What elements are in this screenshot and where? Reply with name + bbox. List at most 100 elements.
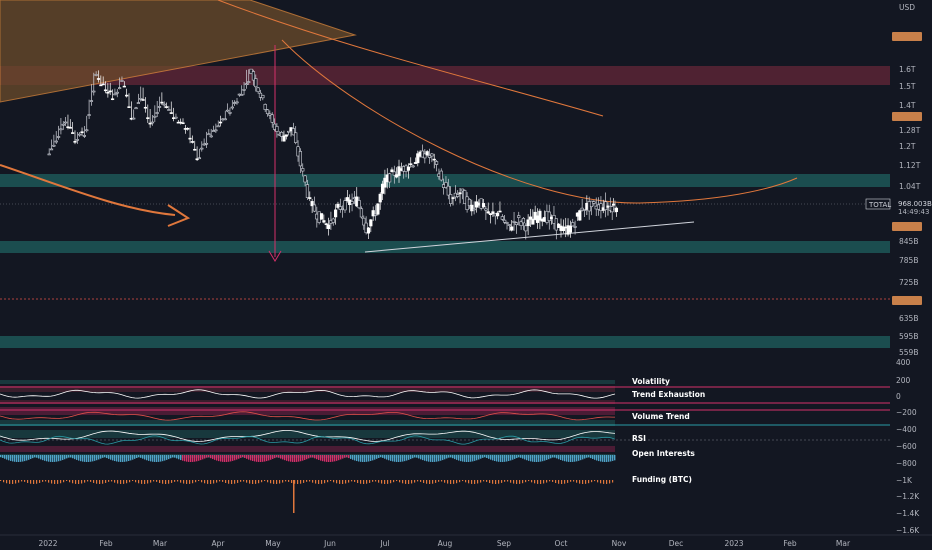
candle-body: [251, 71, 256, 81]
candle-body: [108, 90, 112, 93]
funding-bar: [324, 480, 326, 484]
candle-body: [481, 203, 486, 208]
open-interest-bar: [24, 455, 26, 462]
funding-bar: [162, 480, 164, 484]
candle-body: [380, 183, 385, 194]
open-interest-bar: [442, 455, 444, 461]
funding-bar: [366, 480, 368, 484]
funding-bar: [378, 480, 380, 483]
candle-body: [256, 87, 260, 93]
funding-bar: [15, 480, 17, 484]
candle-body: [610, 206, 614, 213]
funding-bar: [147, 480, 149, 484]
funding-bar: [126, 480, 128, 484]
open-interest-bar: [428, 455, 430, 462]
open-interest-bar: [232, 455, 234, 461]
open-interest-bar: [30, 455, 32, 460]
funding-bar: [3, 480, 5, 483]
funding-bar: [309, 480, 311, 482]
price-marker-1: [892, 112, 922, 121]
open-interest-bar: [496, 455, 498, 462]
price-tick-label: 1.4T: [899, 101, 916, 110]
candle-body: [498, 210, 502, 213]
open-interest-bar: [48, 455, 50, 462]
candle-body: [524, 225, 528, 232]
open-interest-bar: [364, 455, 366, 462]
funding-bar: [564, 480, 566, 484]
funding-bar: [57, 480, 59, 484]
open-interest-bar: [246, 455, 248, 459]
candle-body: [359, 208, 364, 218]
open-interest-bar: [162, 455, 164, 462]
funding-bar: [411, 480, 413, 484]
candle-body: [235, 101, 239, 104]
time-tick-label: Aug: [438, 539, 453, 548]
candle-body: [59, 128, 63, 131]
funding-bar: [252, 480, 254, 484]
open-interest-bar: [516, 455, 518, 459]
open-interest-bar: [122, 455, 124, 462]
funding-bar: [300, 480, 302, 484]
indicator-band-0: [0, 380, 615, 384]
open-interest-bar: [372, 455, 374, 461]
funding-bar: [561, 480, 563, 484]
candle-body: [331, 218, 335, 223]
open-interest-bar: [164, 455, 166, 461]
candle-body: [392, 171, 396, 176]
funding-bar: [480, 480, 482, 483]
funding-spike: [293, 480, 295, 513]
funding-bar: [132, 480, 134, 482]
funding-bar: [258, 480, 260, 484]
indicator-tick-label: −800: [896, 459, 917, 468]
open-interest-bar: [294, 455, 296, 462]
candle-body: [538, 210, 542, 221]
time-tick-label: Dec: [669, 539, 684, 548]
funding-bar: [501, 480, 503, 483]
funding-bar: [543, 480, 545, 484]
funding-bar: [174, 480, 176, 482]
candle-body: [240, 94, 244, 96]
open-interest-bar: [72, 455, 74, 459]
open-interest-bar: [14, 455, 16, 462]
open-interest-bar: [416, 455, 418, 458]
candle-body: [322, 220, 326, 223]
funding-bar: [159, 480, 161, 483]
candle-body: [319, 213, 324, 220]
open-interest-bar: [398, 455, 400, 462]
curved-arrow-head: [167, 204, 191, 227]
open-interest-bar: [142, 455, 144, 459]
candle-body: [110, 98, 115, 101]
open-interest-bar: [574, 455, 576, 462]
candle-body: [54, 140, 58, 143]
funding-bar: [339, 480, 341, 484]
candle-body: [345, 197, 349, 201]
zone-595b: [0, 336, 890, 348]
candle-body: [406, 166, 410, 171]
candle-body: [434, 161, 439, 165]
funding-bar: [78, 480, 80, 484]
candle-body: [510, 226, 514, 231]
open-interest-bar: [314, 455, 316, 459]
candle-body: [308, 197, 312, 199]
candle-body: [160, 101, 164, 104]
candle-body: [592, 201, 596, 204]
open-interest-bar: [206, 455, 208, 458]
candle-body: [390, 169, 394, 173]
open-interest-bar: [370, 455, 372, 461]
funding-bar: [231, 480, 233, 484]
indicator-tick-label: −400: [896, 425, 917, 434]
funding-bar: [381, 480, 383, 484]
resistance-zone: [0, 66, 890, 85]
funding-bar: [609, 480, 611, 484]
candle-body: [472, 208, 476, 211]
indicator-band-2: [0, 400, 615, 404]
funding-bar: [246, 480, 248, 483]
price-tick-label: 559B: [899, 348, 918, 357]
candle-body: [312, 204, 317, 212]
open-interest-bar: [384, 455, 386, 459]
open-interest-bar: [92, 455, 94, 462]
time-tick-label: Mar: [153, 539, 168, 548]
open-interest-bar: [498, 455, 500, 462]
open-interest-bar: [360, 455, 362, 462]
